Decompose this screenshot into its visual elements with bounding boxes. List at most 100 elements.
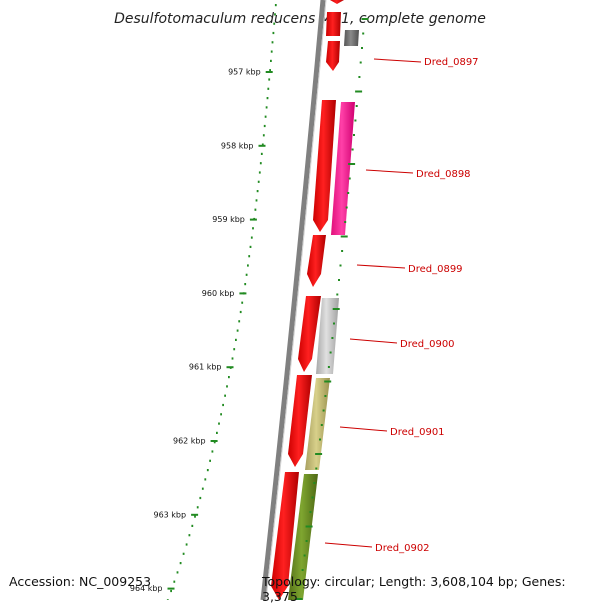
ruler-minor-tick bbox=[247, 264, 249, 267]
ruler-minor-tick bbox=[259, 162, 262, 165]
ruler-minor-tick bbox=[258, 171, 261, 174]
ruler-kbp-label: 963 kbp bbox=[153, 510, 186, 519]
ruler-minor-tick bbox=[270, 59, 272, 62]
ruler-minor-tick bbox=[245, 273, 248, 276]
cog-block[interactable] bbox=[331, 102, 355, 235]
ruler-minor-tick bbox=[199, 496, 202, 500]
gene-label-text: Dred_0900 bbox=[400, 339, 455, 350]
ruler-major-tick bbox=[258, 144, 266, 147]
gene-label-dred-0902[interactable]: Dred_0902 bbox=[324, 542, 430, 554]
ruler-minor-tick bbox=[185, 543, 188, 546]
cog-block[interactable] bbox=[316, 298, 339, 374]
outer-dot-mark bbox=[351, 148, 354, 151]
ruler-minor-tick bbox=[188, 534, 191, 537]
ruler-minor-tick bbox=[226, 385, 228, 388]
ruler-minor-tick bbox=[233, 348, 236, 351]
outer-dot-mark bbox=[362, 32, 365, 35]
outer-dot-mark bbox=[358, 76, 361, 78]
outer-dot-mark bbox=[348, 163, 356, 165]
ruler-minor-tick bbox=[266, 97, 269, 100]
outer-dot-mark bbox=[315, 453, 323, 455]
gene-label-text: Dred_0897 bbox=[424, 57, 479, 68]
outer-dot-mark bbox=[311, 496, 314, 499]
gene-label-dred-0901[interactable]: Dred_0901 bbox=[339, 426, 445, 438]
outer-dot-mark bbox=[295, 598, 303, 600]
cog-block[interactable] bbox=[288, 474, 318, 600]
ruler-minor-tick bbox=[265, 106, 268, 109]
ruler-major-tick bbox=[239, 292, 247, 295]
ruler-minor-tick bbox=[249, 245, 252, 248]
ruler-minor-tick bbox=[236, 329, 239, 332]
ruler-major-tick bbox=[249, 218, 257, 221]
outer-dot-mark bbox=[305, 525, 313, 528]
ruler-minor-tick bbox=[271, 41, 274, 44]
ruler-minor-tick bbox=[216, 431, 218, 434]
cds-arrow[interactable] bbox=[307, 235, 326, 287]
outer-dot-mark bbox=[331, 337, 334, 339]
ruler-kbp-label: 959 kbp bbox=[212, 215, 245, 224]
ruler-minor-tick bbox=[196, 506, 199, 509]
gene-label-dred-0897[interactable]: Dred_0897 bbox=[373, 57, 479, 68]
cds-arrow[interactable] bbox=[288, 375, 312, 467]
outer-dot-mark bbox=[340, 235, 348, 238]
ruler-minor-tick bbox=[262, 134, 265, 137]
ruler-minor-tick bbox=[248, 255, 251, 258]
ruler-minor-tick bbox=[238, 320, 241, 323]
outer-dot-mark bbox=[309, 511, 312, 513]
outer-dot-mark bbox=[353, 134, 355, 136]
ruler-minor-tick bbox=[182, 552, 185, 555]
gene-label-dred-0898[interactable]: Dred_0898 bbox=[365, 169, 471, 180]
cds-arrow[interactable] bbox=[326, 41, 340, 71]
cds-arrow[interactable] bbox=[271, 472, 299, 600]
label-connector bbox=[324, 542, 373, 548]
outer-dot-mark bbox=[361, 47, 363, 49]
ruler-minor-tick bbox=[224, 394, 226, 397]
genome-backbone-inner bbox=[265, 0, 327, 600]
outer-dot-mark bbox=[329, 351, 332, 354]
outer-dot-mark bbox=[333, 322, 335, 325]
outer-dot-mark bbox=[354, 119, 357, 122]
outer-dot-mark bbox=[355, 90, 363, 93]
outer-dot-mark bbox=[324, 380, 332, 383]
ruler-minor-tick bbox=[213, 441, 216, 444]
ruler-minor-tick bbox=[220, 413, 222, 416]
outer-dot-mark bbox=[332, 308, 340, 310]
ruler-major-tick bbox=[167, 587, 175, 590]
outer-dots bbox=[295, 18, 369, 600]
outer-dot-mark bbox=[305, 540, 308, 542]
ruler-minor-tick bbox=[231, 357, 234, 360]
ruler-minor-tick bbox=[252, 227, 254, 230]
gene-label-text: Dred_0902 bbox=[375, 543, 430, 554]
ruler-minor-tick bbox=[256, 190, 259, 193]
gene-label-dred-0900[interactable]: Dred_0900 bbox=[349, 338, 455, 350]
ruler-kbp-label: 962 kbp bbox=[173, 437, 206, 446]
outer-dot-mark bbox=[348, 177, 351, 180]
ruler-kbp-label: 957 kbp bbox=[228, 68, 261, 77]
gene-label-text: Dred_0899 bbox=[408, 264, 463, 275]
cds-track bbox=[271, 0, 344, 600]
gene-label-dred-0899[interactable]: Dred_0899 bbox=[356, 264, 463, 275]
cog-block[interactable] bbox=[305, 378, 330, 470]
ruler-kbp-label: 960 kbp bbox=[202, 289, 235, 298]
ruler-minor-tick bbox=[268, 78, 271, 81]
outer-dot-mark bbox=[303, 554, 306, 557]
ruler-minor-tick bbox=[176, 571, 179, 574]
cog-block[interactable] bbox=[344, 30, 359, 46]
cds-arrow[interactable] bbox=[326, 12, 341, 36]
ruler-minor-tick bbox=[239, 310, 242, 314]
cds-arrow[interactable] bbox=[298, 296, 321, 372]
gene-labels: Dred_0897 Dred_0898 Dred_0899 Dred_0900 … bbox=[324, 57, 479, 554]
ruler-minor-tick bbox=[222, 403, 224, 407]
ruler-minor-tick bbox=[244, 283, 247, 286]
ruler-kbp-label: 958 kbp bbox=[221, 141, 254, 150]
cds-arrow[interactable] bbox=[313, 100, 336, 232]
ruler-minor-tick bbox=[272, 31, 275, 35]
ruler-minor-tick bbox=[257, 180, 260, 183]
ruler-kbp-label: 964 kbp bbox=[130, 584, 163, 593]
label-connector bbox=[356, 264, 406, 269]
outer-dot-mark bbox=[319, 438, 321, 441]
ruler-minor-tick bbox=[201, 487, 204, 490]
genome-backbone bbox=[260, 0, 326, 600]
cds-arrow[interactable] bbox=[330, 0, 344, 4]
ruler-minor-tick bbox=[273, 22, 276, 25]
